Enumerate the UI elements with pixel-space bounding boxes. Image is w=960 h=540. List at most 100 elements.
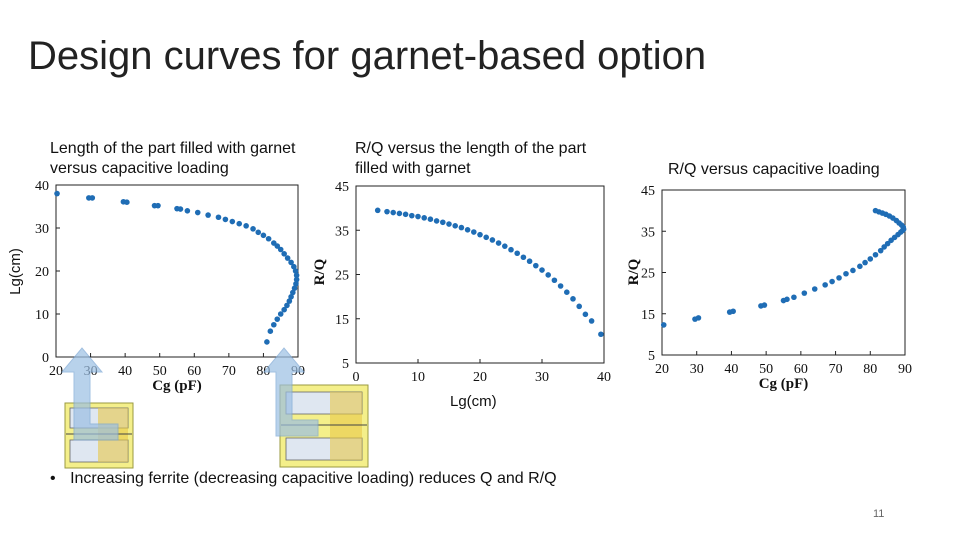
data-point — [290, 289, 296, 296]
data-point — [440, 219, 446, 226]
data-point — [881, 244, 887, 250]
data-point — [495, 240, 502, 246]
data-point — [288, 294, 294, 300]
data-point — [177, 206, 184, 212]
data-point — [236, 220, 243, 227]
data-point — [255, 229, 262, 236]
data-point — [829, 278, 835, 285]
data-point — [250, 226, 256, 232]
data-point — [872, 251, 879, 258]
chart-cg-vs-lg: 2030405060708090010203040Cg (pF) — [35, 179, 305, 394]
data-point — [514, 250, 520, 257]
lg-xlabel-chart-2: Lg(cm) — [450, 393, 497, 410]
data-point — [551, 277, 558, 284]
data-point — [730, 308, 736, 315]
bullet-text: Increasing ferrite (decreasing capacitiv… — [70, 470, 557, 487]
data-point — [761, 302, 768, 308]
data-point — [421, 215, 428, 221]
caption-chart-2: R/Q versus the length of the part filled… — [355, 140, 587, 177]
data-point — [292, 268, 299, 274]
data-point — [291, 285, 298, 292]
data-point — [229, 218, 236, 225]
data-point — [464, 227, 471, 233]
up-arrow-icon-2 — [262, 347, 319, 437]
data-point — [274, 243, 281, 249]
data-point — [784, 296, 790, 303]
data-point — [477, 231, 483, 238]
data-point — [576, 303, 582, 310]
data-point — [582, 311, 589, 318]
data-point — [850, 267, 856, 274]
data-point — [508, 246, 514, 253]
data-point — [695, 315, 702, 321]
y-tick-label: 5 — [342, 357, 349, 372]
x-tick-label: 20 — [49, 364, 63, 379]
y-tick-label: 40 — [35, 179, 49, 194]
data-point — [520, 254, 527, 261]
y-tick-label: 25 — [335, 269, 349, 284]
data-point — [471, 229, 477, 235]
chart-rq-vs-lg: 0 10 20 30 40 5 15 25 35 45 R/Q — [312, 180, 611, 385]
data-point — [184, 208, 191, 214]
data-point — [526, 258, 533, 265]
data-point — [124, 199, 130, 205]
data-point — [598, 331, 604, 338]
data-point — [264, 339, 270, 345]
x-axis-label: Cg (pF) — [152, 378, 202, 394]
data-point — [265, 235, 272, 242]
y-tick-label: 30 — [35, 222, 49, 237]
y-axis-label: R/Q — [312, 258, 328, 285]
data-point — [293, 281, 299, 287]
y-tick-label: 20 — [35, 265, 49, 280]
data-point — [194, 209, 201, 216]
data-point — [286, 298, 293, 304]
x-tick-label: 60 — [187, 364, 201, 379]
y-tick-label: 45 — [641, 184, 655, 199]
data-point — [271, 321, 277, 328]
data-point — [293, 276, 300, 283]
data-point — [260, 232, 267, 239]
x-tick-label: 40 — [118, 364, 132, 379]
x-axis-label: Cg (pF) — [759, 376, 809, 392]
data-point — [843, 270, 849, 277]
x-tick-label: 80 — [863, 362, 877, 377]
data-point — [862, 259, 868, 266]
data-point — [811, 286, 818, 292]
data-point — [89, 195, 96, 201]
y-tick-label: 15 — [335, 313, 349, 328]
x-tick-label: 60 — [794, 362, 808, 377]
caption-chart-3: R/Q versus capacitive loading — [668, 161, 880, 178]
data-point — [415, 213, 421, 220]
data-point — [277, 311, 284, 317]
x-tick-label: 20 — [655, 362, 669, 377]
x-tick-label: 40 — [724, 362, 738, 377]
data-point — [390, 209, 397, 216]
y-tick-label: 35 — [335, 224, 349, 239]
y-tick-label: 5 — [648, 349, 655, 364]
data-point — [564, 289, 570, 296]
data-point — [872, 207, 879, 214]
bullet-marker: • — [50, 470, 56, 487]
x-tick-label: 70 — [222, 364, 236, 379]
data-point — [801, 290, 808, 296]
data-point — [205, 212, 211, 218]
data-point — [489, 237, 496, 243]
x-tick-label: 40 — [597, 370, 611, 385]
up-arrow-icon-1 — [60, 347, 119, 441]
x-tick-label: 0 — [353, 370, 360, 385]
data-point — [374, 207, 381, 214]
data-point — [293, 272, 300, 279]
data-point — [243, 223, 249, 229]
y-tick-label: 10 — [35, 308, 49, 323]
data-point — [155, 202, 161, 209]
data-point — [588, 318, 595, 324]
caption-chart-1: Length of the part filled with garnet ve… — [50, 140, 296, 177]
x-tick-label: 90 — [898, 362, 912, 377]
data-point — [54, 190, 60, 197]
data-point — [836, 275, 842, 281]
y-axis-label: R/Q — [626, 258, 642, 285]
y-tick-label: 25 — [641, 267, 655, 282]
plot-frame — [55, 184, 299, 358]
y-tick-label: 15 — [641, 308, 655, 323]
plot-frame — [661, 189, 906, 356]
